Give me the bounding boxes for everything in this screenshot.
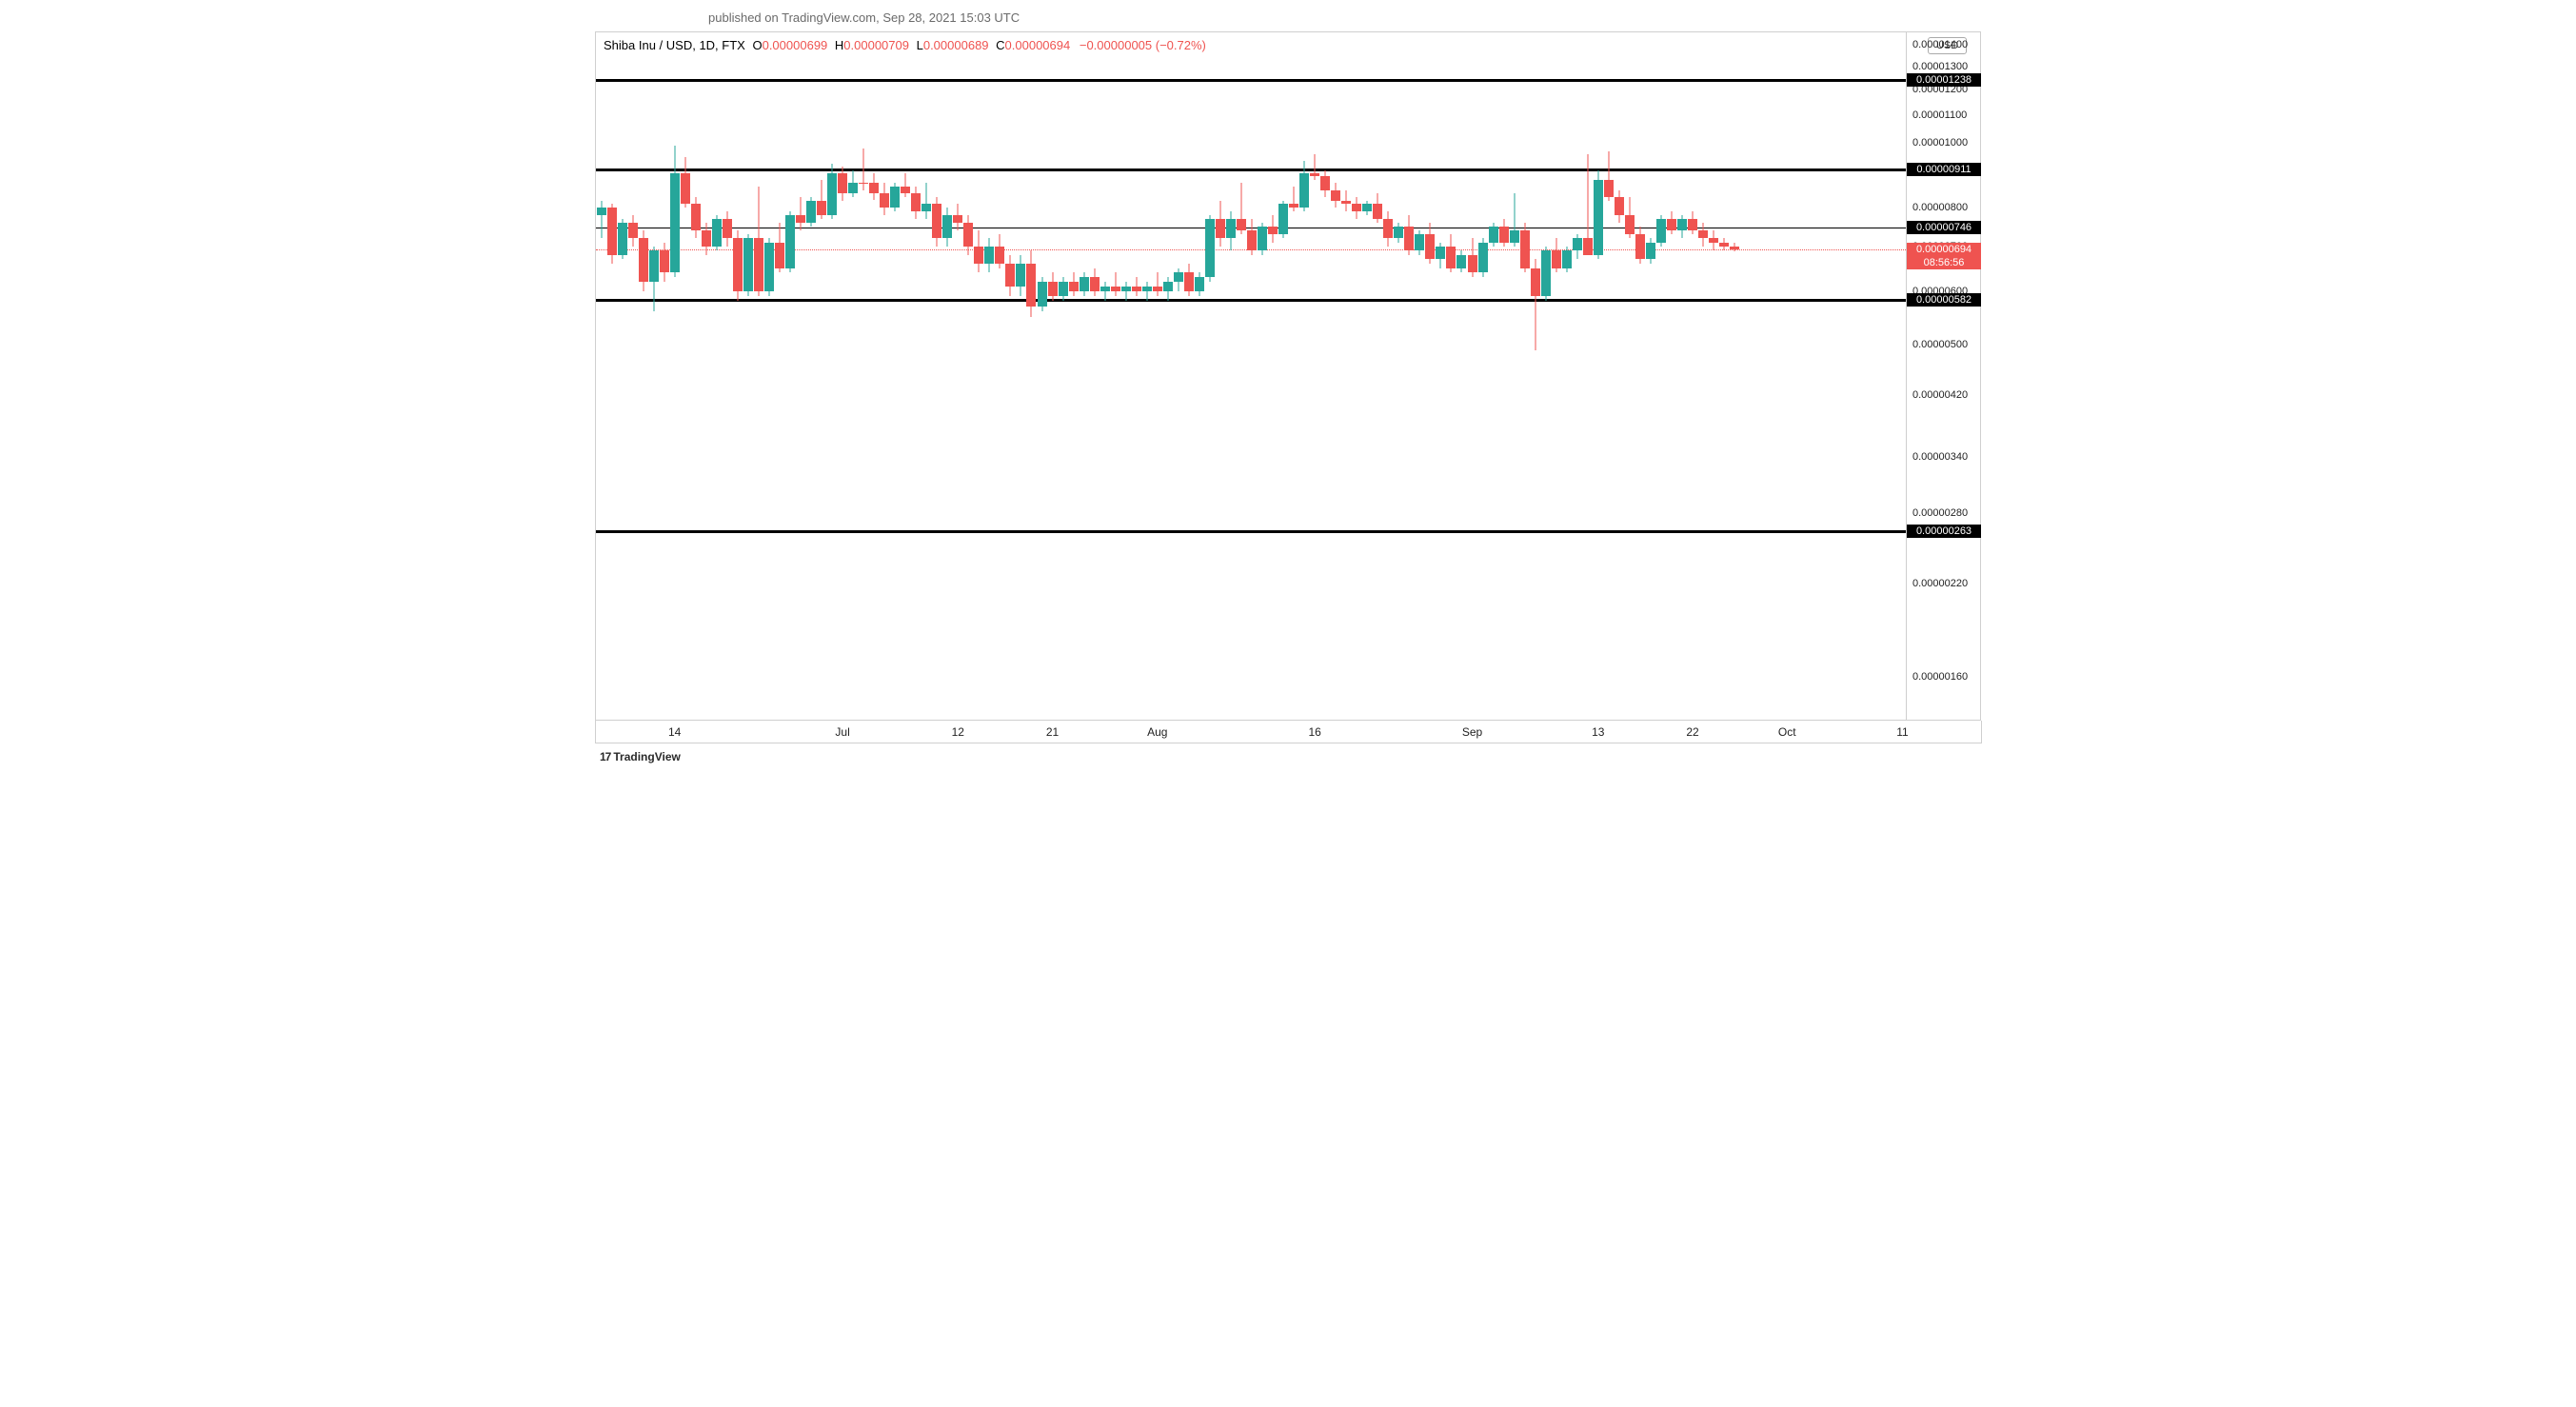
open-value: 0.00000699 [763,38,828,52]
horizontal-level-line [596,299,1906,302]
ohlc-header: Shiba Inu / USD, 1D, FTX O0.00000699 H0.… [604,38,1206,52]
close-value: 0.00000694 [1005,38,1071,52]
price-tick: 0.00000340 [1907,451,1981,463]
horizontal-level-line [596,79,1906,82]
time-tick: 13 [1592,725,1604,739]
open-label: O [752,38,762,52]
candlestick-chart[interactable]: Shiba Inu / USD, 1D, FTX O0.00000699 H0.… [595,31,1907,721]
symbol-label: Shiba Inu / USD, 1D, FTX [604,38,745,52]
time-tick: Oct [1778,725,1796,739]
price-level-tag: 0.00001238 [1907,73,1981,87]
high-label: H [835,38,843,52]
price-tick: 0.00000280 [1907,507,1981,519]
horizontal-level-line [596,530,1906,533]
horizontal-level-line [596,168,1906,171]
price-tick: 0.00000160 [1907,671,1981,683]
time-tick: 22 [1686,725,1698,739]
chart-container: published on TradingView.com, Sep 28, 20… [585,0,1991,768]
price-tick: 0.00000800 [1907,202,1981,213]
price-tick: 0.00000500 [1907,339,1981,350]
high-value: 0.00000709 [843,38,909,52]
low-label: L [917,38,923,52]
close-label: C [996,38,1004,52]
published-timestamp: published on TradingView.com, Sep 28, 20… [708,10,1020,25]
tradingview-brand-text: TradingView [613,750,680,763]
time-tick: 14 [668,725,681,739]
time-tick: Jul [835,725,849,739]
price-axis[interactable]: USD 0.000014000.000013000.000012000.0000… [1907,31,1981,721]
price-level-tag: 0.00000263 [1907,525,1981,538]
price-tick: 0.00000220 [1907,578,1981,589]
change-value: −0.00000005 (−0.72%) [1080,38,1206,52]
time-tick: 16 [1308,725,1320,739]
time-tick: 11 [1896,725,1908,739]
price-tick: 0.00001100 [1907,109,1981,121]
time-tick: Sep [1462,725,1482,739]
tradingview-logo-icon: 17 [600,750,610,763]
low-value: 0.00000689 [923,38,989,52]
price-tick: 0.00001300 [1907,61,1981,72]
price-level-tag: 0.00000746 [1907,221,1981,234]
price-tick: 0.00001400 [1907,39,1981,50]
tradingview-attribution: 17TradingView [600,750,681,763]
last-price-tag: 0.0000069408:56:56 [1907,243,1981,269]
price-level-tag: 0.00000911 [1907,163,1981,176]
time-tick: Aug [1147,725,1167,739]
price-tick: 0.00000420 [1907,389,1981,401]
price-level-tag: 0.00000582 [1907,293,1981,307]
price-tick: 0.00001000 [1907,137,1981,149]
time-tick: 12 [952,725,964,739]
time-axis[interactable]: 14 Jul 12 21 Aug 16 Sep 13 22 Oct 11 [595,721,1982,743]
time-tick: 21 [1046,725,1059,739]
